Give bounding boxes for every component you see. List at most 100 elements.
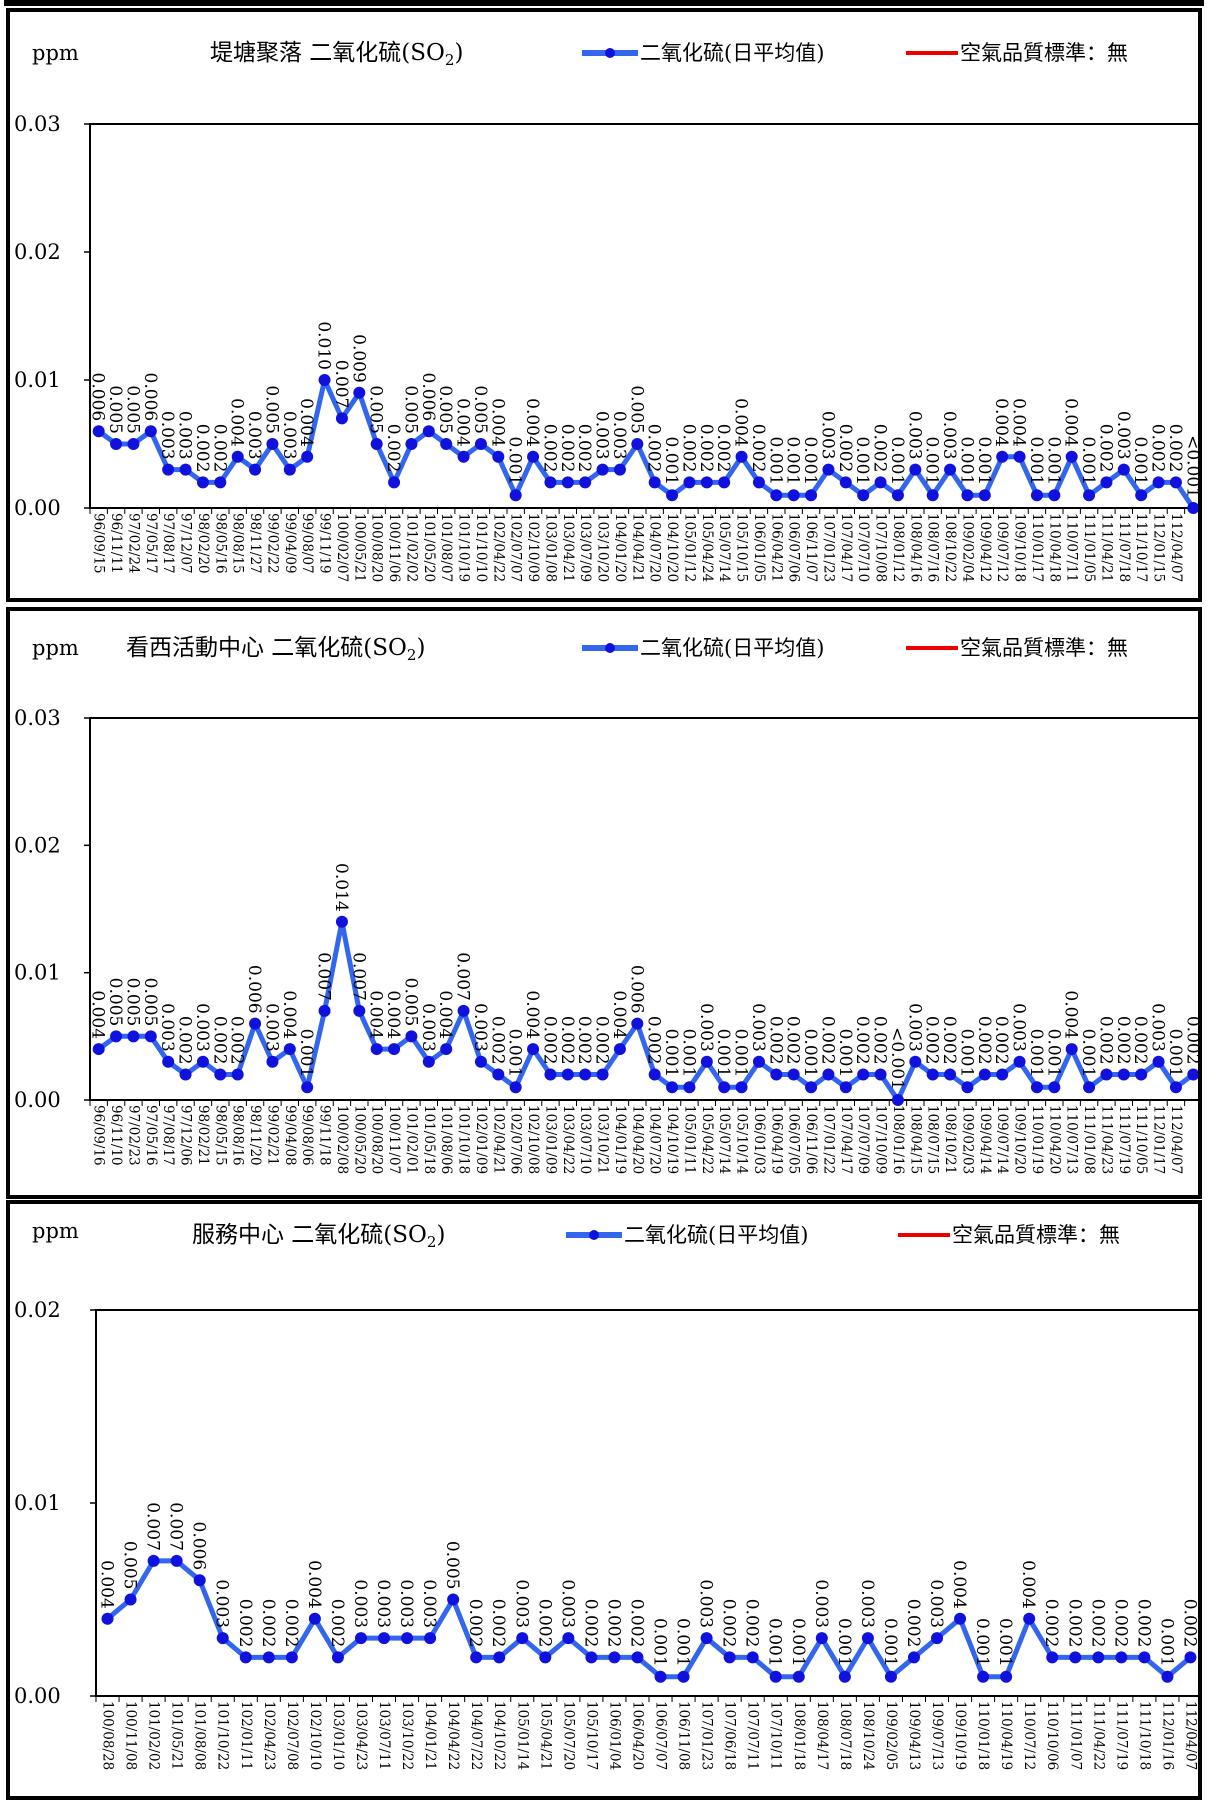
data-label: 0.003	[609, 411, 629, 460]
data-label: 0.002	[991, 1016, 1011, 1065]
data-point	[792, 1670, 805, 1683]
data-point	[891, 489, 904, 502]
data-label: 0.002	[678, 424, 698, 473]
data-label: 0.002	[713, 424, 733, 473]
data-label: 0.007	[314, 952, 334, 1001]
data-point	[631, 1017, 644, 1030]
x-tick-label: 112/04/07	[1168, 1105, 1184, 1174]
x-tick-label: 98/02/21	[195, 1105, 211, 1166]
data-point	[1013, 1055, 1026, 1068]
x-tick-label: 100/05/21	[351, 513, 367, 582]
x-tick-label: 111/04/21	[1098, 513, 1114, 582]
data-point	[492, 450, 505, 463]
data-point	[1187, 502, 1198, 514]
data-point	[861, 1632, 874, 1645]
x-tick-label: 98/11/20	[247, 1105, 263, 1166]
data-point	[1030, 1081, 1043, 1094]
legend-standard-label: 空氣品質標準：無	[952, 1223, 1120, 1247]
data-point	[539, 1651, 552, 1664]
x-tick-label: 111/10/17	[1133, 513, 1149, 582]
data-label: 0.002	[1113, 1016, 1133, 1065]
data-label: 0.002	[748, 424, 768, 473]
x-tick-label: 109/04/13	[906, 1701, 922, 1770]
data-label: 0.010	[314, 321, 334, 370]
data-label: 0.002	[644, 1016, 664, 1065]
x-tick-label: 105/07/20	[560, 1701, 576, 1770]
x-tick-label: 97/02/23	[125, 1105, 141, 1166]
data-point	[978, 489, 991, 502]
data-label: 0.004	[731, 398, 751, 447]
y-tick-label: 0.02	[14, 240, 61, 264]
data-point	[579, 476, 592, 489]
x-tick-label: 104/10/22	[491, 1701, 507, 1770]
x-tick-label: 109/10/20	[1012, 1105, 1028, 1174]
data-label: 0.005	[122, 978, 142, 1027]
data-label: 0.004	[609, 990, 629, 1039]
x-tick-label: 101/08/07	[438, 513, 454, 582]
data-label: 0.003	[926, 1579, 946, 1628]
x-tick-label: 101/10/19	[456, 513, 472, 582]
data-point	[787, 489, 800, 502]
x-tick-label: 101/08/06	[438, 1105, 454, 1174]
data-point	[262, 1651, 275, 1664]
x-tick-label: 111/01/05	[1081, 513, 1097, 582]
y-tick-label: 0.00	[14, 496, 61, 520]
x-tick-label: 103/01/09	[542, 1105, 558, 1174]
data-label: 0.002	[574, 424, 594, 473]
data-point	[231, 1068, 244, 1081]
data-label: 0.003	[244, 411, 264, 460]
x-tick-label: 106/01/05	[751, 513, 767, 582]
data-point	[283, 463, 296, 476]
data-label: 0.003	[192, 1003, 212, 1052]
data-label: 0.001	[1026, 1029, 1046, 1078]
x-tick-label: 104/04/20	[629, 1105, 645, 1174]
x-tick-label: 106/04/21	[768, 513, 784, 582]
chart-panel-tidang: ppm 堤塘聚落 二氧化硫(SO2) 二氧化硫(日平均值) 空氣品質標準：無 0.00 0…	[6, 8, 1202, 602]
data-point	[401, 1632, 414, 1645]
y-axis-unit-label: ppm	[32, 41, 79, 65]
data-point	[700, 1632, 713, 1645]
data-point	[1065, 450, 1078, 463]
data-point	[124, 1593, 137, 1606]
data-label: 0.004	[227, 398, 247, 447]
data-label: 0.002	[939, 1016, 959, 1065]
x-tick-label: 111/04/23	[1098, 1105, 1114, 1174]
x-tick-label: 102/04/23	[261, 1701, 277, 1770]
x-tick-label: 100/02/07	[334, 513, 350, 582]
data-label: 0.006	[626, 965, 646, 1014]
x-tick-label: 108/10/22	[942, 513, 958, 582]
x-tick-label: 103/04/23	[353, 1701, 369, 1770]
data-point	[648, 1068, 661, 1081]
data-label: 0.007	[453, 952, 473, 1001]
data-point	[561, 1068, 574, 1081]
x-tick-label: 107/10/08	[873, 513, 889, 582]
data-point	[1138, 1651, 1151, 1664]
data-point	[683, 476, 696, 489]
x-tick-label: 99/11/18	[317, 1105, 333, 1166]
data-label: 0.002	[539, 424, 559, 473]
data-label: 0.002	[487, 1016, 507, 1065]
data-label: 0.002	[783, 1016, 803, 1065]
y-tick-label: 0.00	[14, 1684, 61, 1708]
data-point	[353, 386, 366, 399]
data-label: 0.002	[626, 1599, 646, 1648]
x-tick-label: 97/05/16	[143, 1105, 159, 1166]
data-label: 0.001	[765, 1618, 785, 1667]
x-tick-label: 109/04/14	[977, 1105, 993, 1174]
data-point	[1013, 450, 1026, 463]
x-tick-label: 108/07/15	[925, 1105, 941, 1174]
data-point	[1092, 1651, 1105, 1664]
data-point	[944, 463, 957, 476]
x-tick-label: 110/01/19	[1029, 1105, 1045, 1174]
x-tick-label: 104/01/20	[612, 513, 628, 582]
x-tick-label: 112/04/07	[1168, 513, 1184, 582]
data-label: 0.002	[742, 1599, 762, 1648]
data-label: 0.004	[97, 1560, 117, 1609]
data-label: 0.001	[835, 1029, 855, 1078]
data-point	[874, 476, 887, 489]
data-point	[931, 1632, 944, 1645]
data-label: 0.002	[870, 424, 890, 473]
data-label: 0.001	[788, 1618, 808, 1667]
y-tick-label: 0.03	[14, 112, 61, 136]
data-point	[1169, 476, 1182, 489]
